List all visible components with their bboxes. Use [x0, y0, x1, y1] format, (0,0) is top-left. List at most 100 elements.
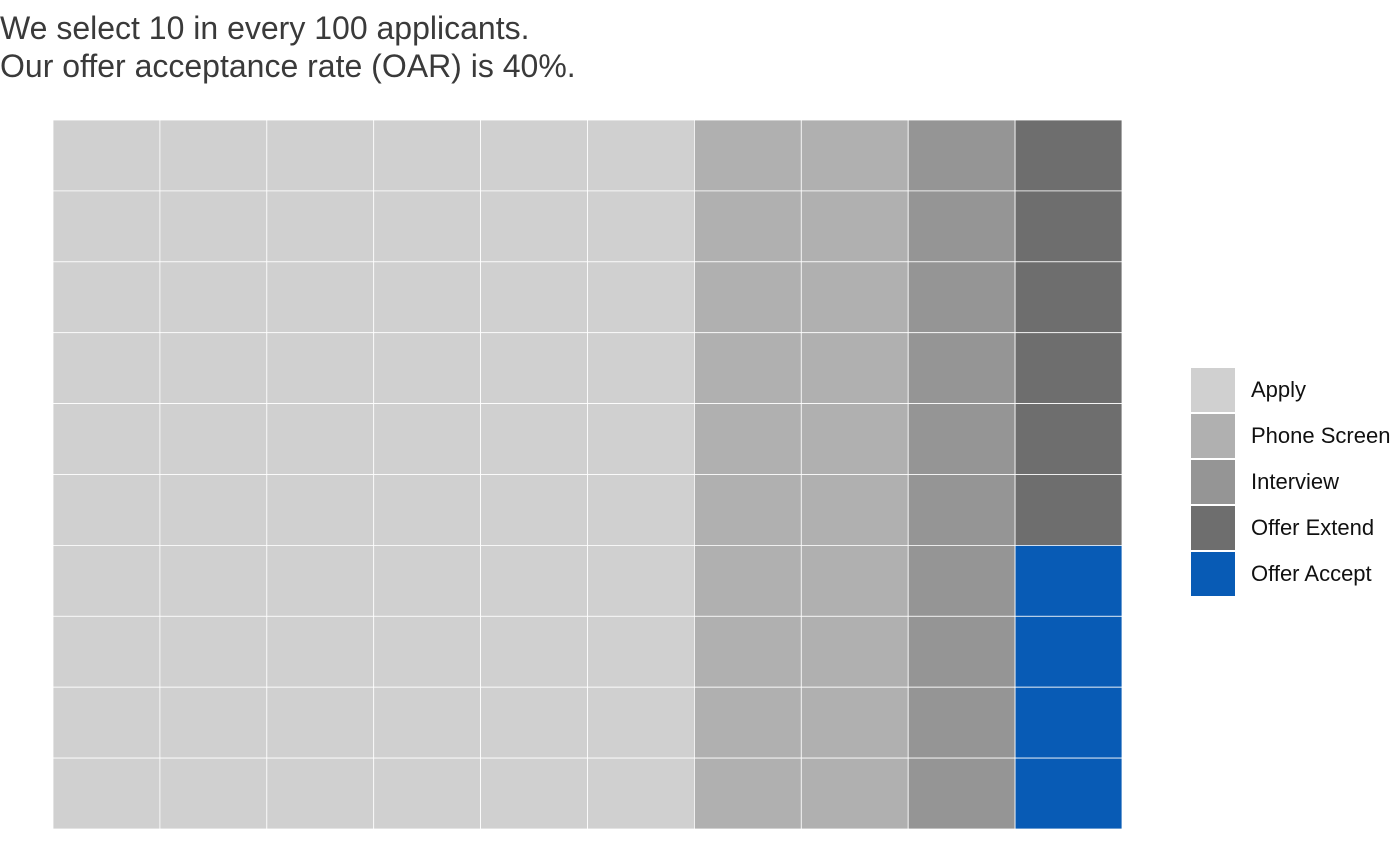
- waffle-cell-apply: [52, 686, 161, 759]
- waffle-cell-apply: [480, 119, 588, 192]
- waffle-cell-apply: [159, 119, 268, 192]
- waffle-cell-phone-screen: [694, 261, 802, 334]
- waffle-cell-apply: [266, 261, 375, 334]
- legend-key-offer-accept: [1191, 552, 1235, 596]
- waffle-cell-apply: [587, 545, 695, 617]
- waffle-cell-apply: [52, 332, 161, 405]
- waffle-cell-apply: [480, 615, 588, 688]
- legend-item-interview: Interview: [1191, 459, 1390, 505]
- waffle-cell-phone-screen: [694, 119, 802, 192]
- waffle-cell-phone-screen: [694, 474, 802, 546]
- waffle-cell-apply: [587, 332, 695, 405]
- waffle-cell-interview: [907, 615, 1016, 688]
- chart-subtitle: Our offer acceptance rate (OAR) is 40%.: [0, 48, 576, 84]
- legend-label-offer-extend: Offer Extend: [1251, 515, 1375, 540]
- chart-title: We select 10 in every 100 applicants.: [0, 10, 530, 46]
- legend-label-interview: Interview: [1251, 469, 1340, 494]
- waffle-cell-apply: [587, 686, 695, 759]
- waffle-cell-apply: [373, 757, 482, 830]
- waffle-cell-apply: [480, 190, 588, 263]
- waffle-cell-apply: [52, 403, 161, 475]
- waffle-cell-offer-accept: [1014, 757, 1123, 830]
- waffle-cell-phone-screen: [800, 545, 909, 617]
- waffle-cell-interview: [907, 261, 1016, 334]
- waffle-cell-apply: [52, 545, 161, 617]
- chart-legend: Apply Phone Screen Interview Offer Extend Of…: [1191, 367, 1390, 597]
- waffle-cell-apply: [373, 686, 482, 759]
- waffle-cell-apply: [159, 332, 268, 405]
- waffle-cell-phone-screen: [800, 119, 909, 192]
- waffle-cell-apply: [373, 119, 482, 192]
- legend-key-apply: [1191, 368, 1235, 412]
- waffle-cell-phone-screen: [694, 332, 802, 405]
- waffle-cell-apply: [587, 757, 695, 830]
- waffle-cell-interview: [907, 757, 1016, 830]
- waffle-cell-interview: [907, 686, 1016, 759]
- waffle-cell-apply: [373, 615, 482, 688]
- waffle-cell-phone-screen: [800, 474, 909, 546]
- waffle-cell-phone-screen: [800, 403, 909, 475]
- waffle-cell-phone-screen: [800, 332, 909, 405]
- waffle-cell-apply: [266, 119, 375, 192]
- waffle-cell-apply: [266, 190, 375, 263]
- waffle-cells: [52, 119, 1123, 830]
- legend-label-offer-accept: Offer Accept: [1251, 561, 1372, 586]
- waffle-cell-offer-accept: [1014, 615, 1123, 688]
- waffle-cell-interview: [907, 119, 1016, 192]
- waffle-cell-apply: [52, 261, 161, 334]
- waffle-cell-phone-screen: [800, 190, 909, 263]
- legend-item-phone-screen: Phone Screen: [1191, 413, 1390, 459]
- legend-item-offer-accept: Offer Accept: [1191, 551, 1390, 597]
- waffle-cell-phone-screen: [694, 615, 802, 688]
- waffle-cell-apply: [159, 757, 268, 830]
- waffle-cell-apply: [587, 119, 695, 192]
- waffle-cell-offer-accept: [1014, 686, 1123, 759]
- waffle-cell-apply: [587, 403, 695, 475]
- waffle-cell-apply: [52, 757, 161, 830]
- waffle-cell-interview: [907, 474, 1016, 546]
- waffle-cell-offer-accept: [1014, 545, 1123, 617]
- waffle-cell-apply: [587, 190, 695, 263]
- legend-key-offer-extend: [1191, 506, 1235, 550]
- waffle-cell-offer-extend: [1014, 332, 1123, 405]
- waffle-cell-apply: [373, 261, 482, 334]
- waffle-cell-interview: [907, 190, 1016, 263]
- waffle-cell-apply: [266, 403, 375, 475]
- waffle-cell-apply: [480, 686, 588, 759]
- waffle-cell-apply: [373, 332, 482, 405]
- waffle-cell-apply: [480, 261, 588, 334]
- waffle-cell-apply: [159, 190, 268, 263]
- waffle-cell-apply: [266, 474, 375, 546]
- waffle-cell-apply: [159, 545, 268, 617]
- legend-key-phone-screen: [1191, 414, 1235, 458]
- waffle-cell-phone-screen: [694, 757, 802, 830]
- waffle-cell-apply: [159, 474, 268, 546]
- waffle-cell-apply: [52, 190, 161, 263]
- waffle-cell-phone-screen: [800, 686, 909, 759]
- waffle-cell-apply: [587, 261, 695, 334]
- legend-key-interview: [1191, 460, 1235, 504]
- waffle-cell-apply: [480, 545, 588, 617]
- waffle-cell-apply: [52, 474, 161, 546]
- waffle-cell-offer-extend: [1014, 119, 1123, 192]
- waffle-cell-apply: [159, 686, 268, 759]
- waffle-cell-apply: [266, 332, 375, 405]
- waffle-cell-phone-screen: [800, 757, 909, 830]
- legend-label-apply: Apply: [1251, 377, 1307, 402]
- waffle-cell-phone-screen: [800, 261, 909, 334]
- waffle-cell-apply: [480, 757, 588, 830]
- chart-title-block: We select 10 in every 100 applicants. Ou…: [0, 9, 576, 85]
- waffle-cell-apply: [480, 474, 588, 546]
- waffle-cell-apply: [587, 474, 695, 546]
- waffle-cell-apply: [373, 545, 482, 617]
- waffle-cell-apply: [159, 403, 268, 475]
- waffle-cell-apply: [373, 403, 482, 475]
- waffle-cell-apply: [373, 190, 482, 263]
- legend-item-apply: Apply: [1191, 367, 1390, 413]
- waffle-cell-interview: [907, 403, 1016, 475]
- waffle-cell-apply: [266, 757, 375, 830]
- waffle-cell-interview: [907, 545, 1016, 617]
- waffle-cell-phone-screen: [694, 403, 802, 475]
- waffle-cell-apply: [159, 615, 268, 688]
